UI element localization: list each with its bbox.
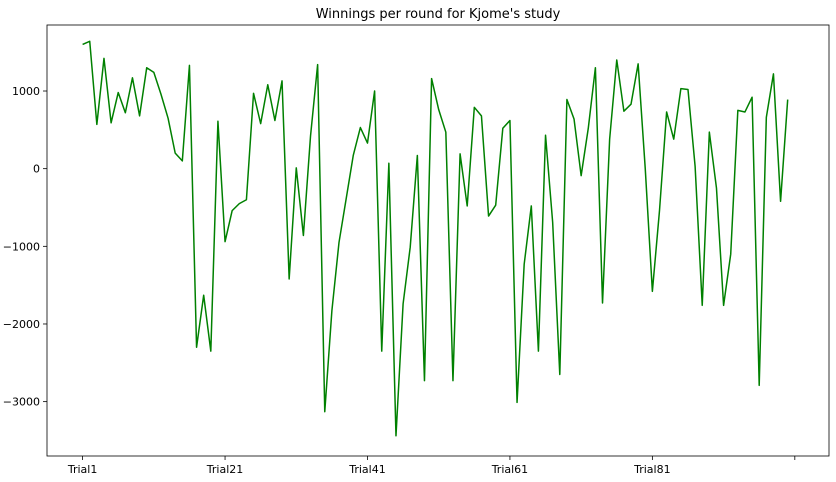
y-tick-label: 0 [33,163,40,176]
x-tick-label: Trial1 [67,463,97,476]
series-line [82,40,789,437]
x-tick-label: Trial61 [491,463,528,476]
plot-frame [46,24,830,457]
chart-title: Winnings per round for Kjome's study [316,7,561,22]
x-tick-label: Trial41 [348,463,385,476]
y-tick-label: −1000 [3,240,40,253]
x-tick-label: Trial21 [206,463,243,476]
y-tick-label: 1000 [12,85,40,98]
y-tick-label: −2000 [3,318,40,331]
x-axis: Trial1 Trial21 Trial41 Trial61 Trial81 [67,456,796,476]
x-tick-label: Trial81 [633,463,670,476]
y-axis: −3000 −2000 −1000 0 1000 [3,85,47,409]
series-group [82,40,789,437]
y-tick-label: −3000 [3,396,40,409]
